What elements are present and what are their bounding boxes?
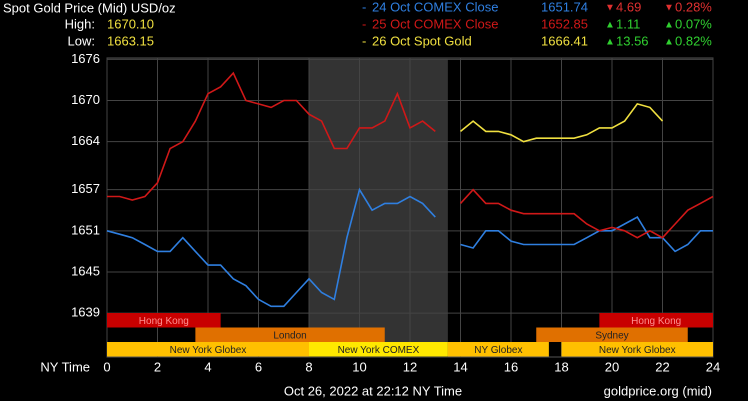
source: goldprice.org (mid) [604,383,712,398]
legend-close: 1666.41 [541,33,588,48]
x-tick-label: 18 [554,359,568,374]
x-tick-label: 12 [403,359,417,374]
x-tick-label: 10 [352,359,366,374]
legend-change-pct: 0.28% [675,0,712,14]
legend-change-pct: 0.82% [675,33,712,48]
legend-close: 1651.74 [541,0,588,14]
legend-change: 4.69 [616,0,641,14]
legend-change: 1.11 [616,16,640,31]
session-bar [447,342,549,357]
high-value: 1670.10 [107,16,154,31]
y-tick-label: 1664 [71,133,100,148]
session-bar [599,313,713,328]
session-label: New York Globex [170,345,247,356]
x-axis-label: NY Time [40,359,90,374]
legend-change: 13.56 [616,33,649,48]
price-line [459,102,664,143]
session-label: London [273,330,306,341]
price-line [106,187,713,308]
x-tick-label: 22 [655,359,669,374]
legend-change-pct: 0.07% [675,16,712,31]
change-arrow: ▲ [664,37,674,48]
y-tick-label: 1657 [71,181,100,196]
chart-title: Spot Gold Price (Mid) USD/oz [3,0,176,15]
change-arrow: ▲ [605,37,615,48]
change-arrow: ▲ [605,20,615,31]
session-label: New York Globex [599,345,676,356]
legend-name: 26 Oct Spot Gold [372,33,472,48]
session-label: Hong Kong [139,316,189,327]
plot-layer [106,58,714,357]
session-bar [561,342,713,357]
session-label: New York COMEX [338,345,420,356]
legend-dash: - [362,33,366,48]
price-line [107,71,714,239]
session-bar [536,327,688,342]
session-label: Sydney [595,330,628,341]
session-bar [107,342,309,357]
x-tick-label: 0 [103,359,110,374]
session-label: NY Globex [474,345,522,356]
change-arrow: ▼ [664,3,674,14]
x-tick-label: 4 [204,359,211,374]
session-bar [309,342,448,357]
legend-dash: - [362,16,366,31]
x-tick-label: 16 [504,359,518,374]
y-tick-label: 1639 [71,305,100,320]
session-bar [195,327,385,342]
legend-name: 25 Oct COMEX Close [372,16,498,31]
footer: Oct 26, 2022 at 22:12 NY Time [284,383,462,398]
x-tick-label: 24 [706,359,720,374]
x-tick-label: 6 [255,359,262,374]
x-tick-label: 2 [154,359,161,374]
x-tick-label: 14 [453,359,467,374]
change-arrow: ▼ [605,3,615,14]
low-label: Low: [68,33,95,48]
x-tick-label: 20 [605,359,619,374]
y-tick-label: 1651 [71,222,100,237]
legend-close: 1652.85 [541,16,588,31]
session-bar [107,313,221,328]
y-tick-label: 1645 [71,263,100,278]
session-label: Hong Kong [631,316,681,327]
y-tick-label: 1676 [71,51,100,66]
legend-name: 24 Oct COMEX Close [372,0,498,14]
legend-dash: - [362,0,366,14]
x-tick-label: 8 [305,359,312,374]
y-tick-label: 1670 [71,92,100,107]
high-label: High: [65,16,95,31]
low-value: 1663.15 [107,33,154,48]
change-arrow: ▲ [664,20,674,31]
